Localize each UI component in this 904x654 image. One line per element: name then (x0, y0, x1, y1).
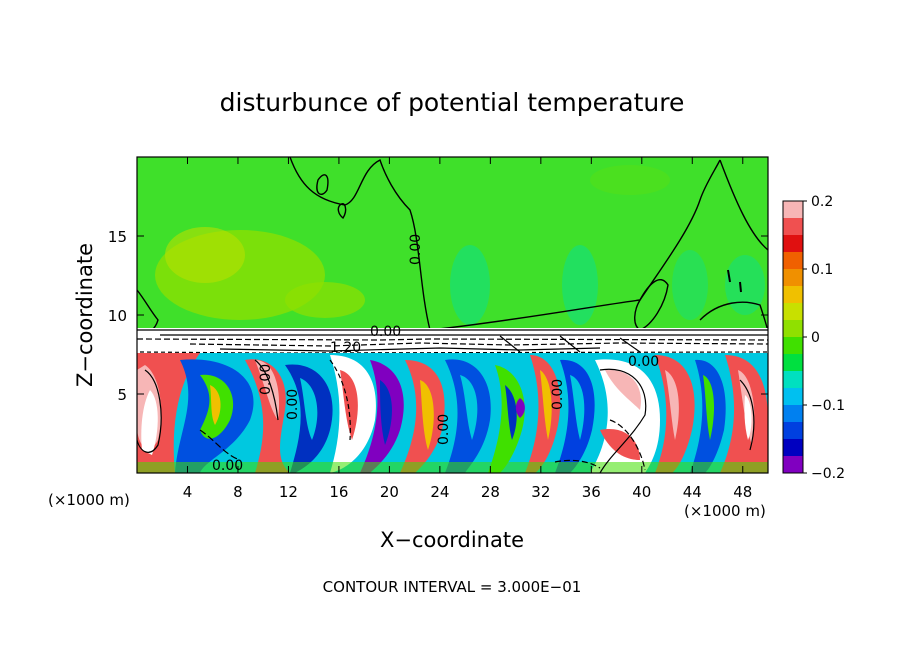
y-tick-label: 15 (108, 228, 127, 246)
contour-label: 1.20 (330, 340, 361, 356)
x-axis: 4 8 12 16 20 24 28 32 36 40 44 48 (183, 157, 752, 501)
x-unit-right: (×1000 m) (684, 502, 766, 520)
colorbar-swatch (783, 252, 803, 270)
contour-interval-note: CONTOUR INTERVAL = 3.000E−01 (323, 578, 582, 596)
colorbar: 0.2 0.1 0 −0.1 −0.2 (782, 194, 845, 482)
contour-label: 0.00 (285, 389, 301, 420)
colorbar-swatch (783, 388, 803, 406)
colorbar-tick-label: 0.1 (811, 262, 833, 278)
colorbar-swatch (783, 201, 803, 219)
x-tick-label: 44 (683, 483, 702, 501)
upper-blobs (155, 165, 765, 325)
colorbar-swatch (783, 422, 803, 440)
x-tick-label: 48 (733, 483, 752, 501)
contour-label: 0.00 (370, 324, 401, 340)
x-axis-label: X−coordinate (380, 528, 524, 552)
colorbar-swatch (783, 269, 803, 287)
lower-contours (137, 359, 755, 473)
colorbar-tick-label: −0.1 (811, 398, 845, 414)
x-tick-label: 20 (380, 483, 399, 501)
contour-label: 0.00 (550, 379, 566, 410)
y-axis-label: Z−coordinate (73, 243, 97, 387)
y-tick-label: 5 (117, 386, 127, 404)
colorbar-tick-label: 0.2 (811, 194, 833, 210)
contour-label: 0.00 (408, 234, 424, 265)
colorbar-swatch (783, 456, 803, 474)
y-axis: 5 10 15 (108, 228, 768, 404)
colorbar-swatch (783, 439, 803, 457)
x-tick-label: 28 (481, 483, 500, 501)
contour-label: 0.00 (258, 364, 274, 395)
x-tick-label: 24 (430, 483, 449, 501)
contour-labels: 0.00 0.00 1.20 0.00 0.00 0.00 0.00 0.00 … (212, 234, 659, 474)
colorbar-swatch (783, 235, 803, 253)
x-tick-label: 4 (183, 483, 193, 501)
x-tick-label: 12 (279, 483, 298, 501)
lower-blobs (137, 353, 768, 473)
x-unit-left: (×1000 m) (48, 491, 130, 509)
plot-area (137, 157, 768, 473)
colorbar-swatch (783, 354, 803, 372)
x-tick-label: 36 (582, 483, 601, 501)
colorbar-swatch (783, 320, 803, 338)
colorbar-swatch (783, 405, 803, 423)
colorbar-swatch (783, 218, 803, 236)
contour-label: 0.00 (212, 458, 243, 474)
chart-title: disturbunce of potential temperature (220, 88, 685, 117)
contour-label: 0.00 (628, 354, 659, 370)
colorbar-tick-label: 0 (811, 330, 820, 346)
colorbar-swatch (783, 337, 803, 355)
y-tick-label: 10 (108, 307, 127, 325)
colorbar-tick-label: −0.2 (811, 466, 845, 482)
contour-label: 0.00 (436, 414, 452, 445)
x-tick-label: 32 (531, 483, 550, 501)
colorbar-swatch (783, 286, 803, 304)
x-tick-label: 8 (233, 483, 243, 501)
colorbar-swatch (783, 371, 803, 389)
x-tick-label: 16 (329, 483, 348, 501)
x-tick-label: 40 (632, 483, 651, 501)
colorbar-swatch (783, 303, 803, 321)
